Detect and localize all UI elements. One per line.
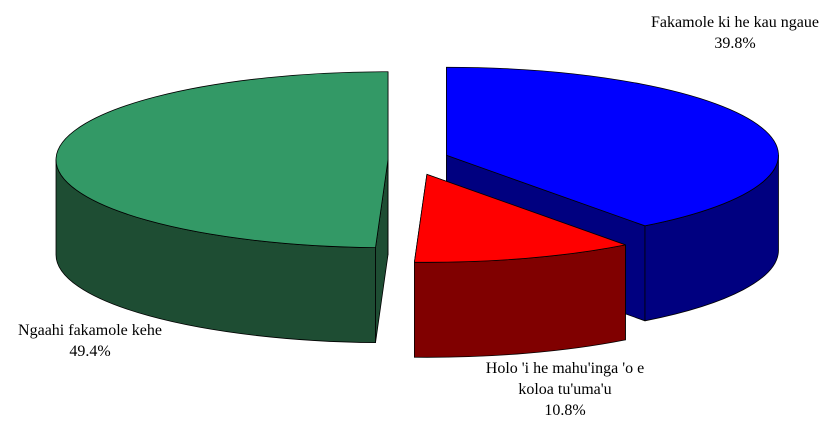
category-label: Ngaahi fakamole kehe	[18, 322, 162, 339]
slice	[446, 66, 779, 227]
slice-label: Fakamole ki he kau ngaue 39.8%	[645, 12, 820, 54]
category-label: Holo 'i he mahu'inga 'o e koloa tu'uma'u	[485, 360, 645, 398]
slice	[413, 173, 626, 263]
value-label: 49.4%	[69, 343, 111, 360]
category-label: Fakamole ki he kau ngaue	[651, 14, 819, 31]
slice-label: Holo 'i he mahu'inga 'o e koloa tu'uma'u…	[475, 358, 655, 421]
value-label: 39.8%	[714, 35, 756, 52]
slice-label: Ngaahi fakamole kehe 49.4%	[0, 320, 180, 362]
value-label: 10.8%	[544, 402, 586, 419]
slice	[55, 71, 389, 249]
